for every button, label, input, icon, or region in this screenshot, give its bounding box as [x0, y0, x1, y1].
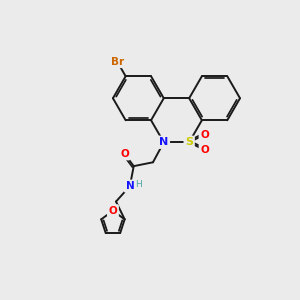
Text: N: N [125, 181, 134, 191]
Text: O: O [120, 149, 129, 159]
Text: Br: Br [111, 57, 124, 67]
Text: H: H [135, 180, 142, 189]
Text: O: O [200, 130, 209, 140]
Text: O: O [200, 145, 209, 155]
Text: S: S [185, 137, 193, 147]
Text: N: N [159, 137, 168, 147]
Text: O: O [109, 206, 117, 216]
